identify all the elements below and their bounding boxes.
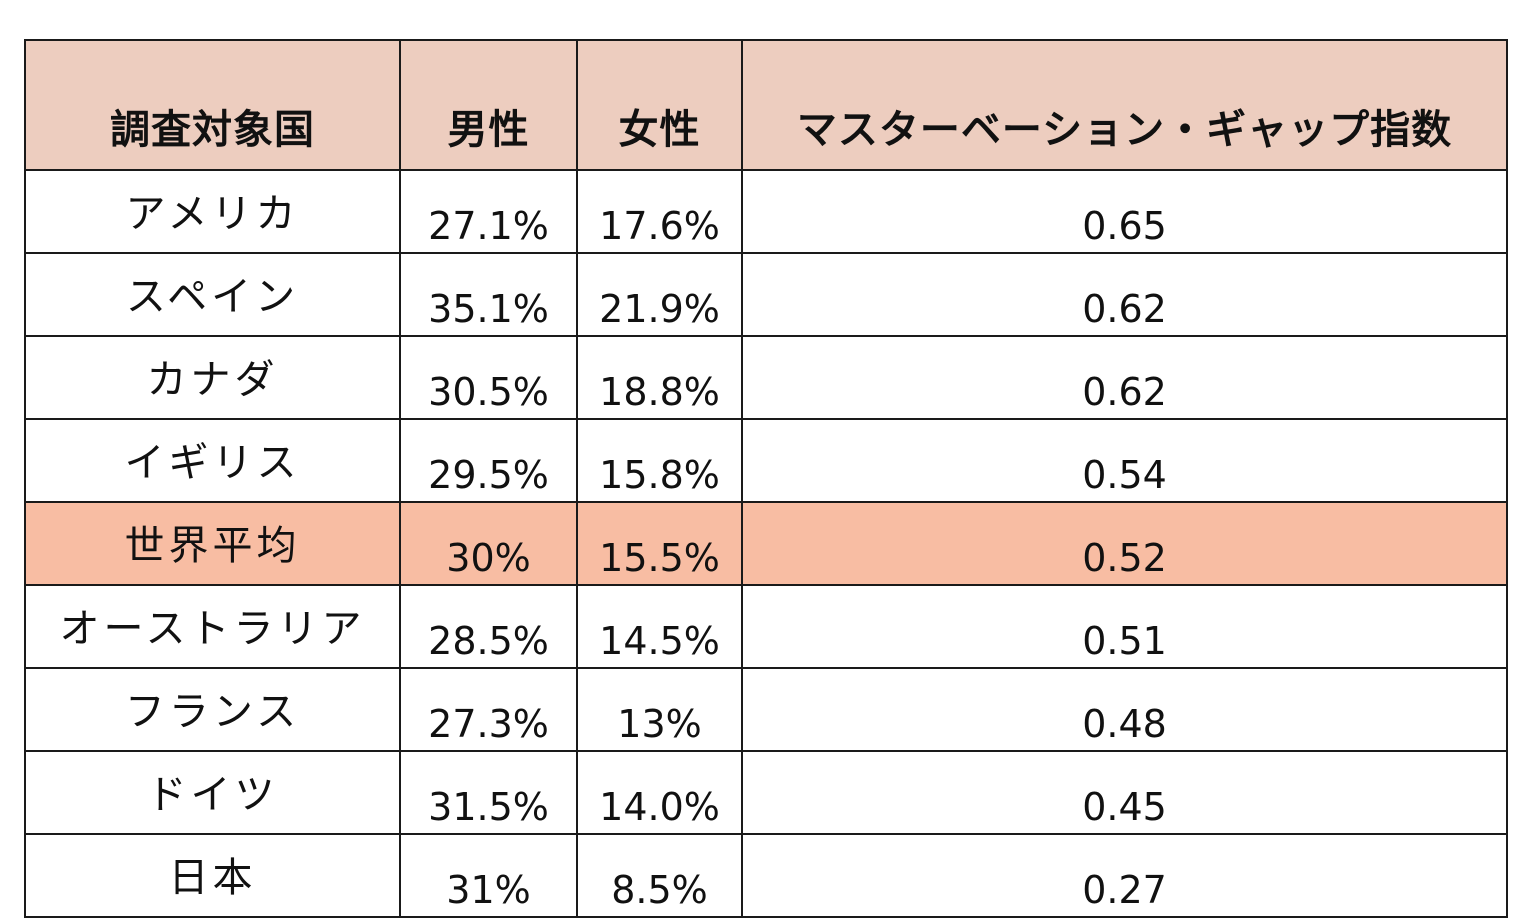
header-female: 女性 bbox=[576, 39, 743, 171]
header-country: 調査対象国 bbox=[24, 39, 401, 171]
cell-male: 35.1% bbox=[399, 252, 578, 337]
header-gap-index: マスターベーション・ギャップ指数 bbox=[741, 39, 1508, 171]
table-row: フランス 27.3% 13% 0.48 bbox=[24, 667, 1508, 752]
table-row: カナダ 30.5% 18.8% 0.62 bbox=[24, 335, 1508, 420]
cell-male: 29.5% bbox=[399, 418, 578, 503]
table-row: イギリス 29.5% 15.8% 0.54 bbox=[24, 418, 1508, 503]
cell-female: 13% bbox=[576, 667, 743, 752]
cell-female: 15.8% bbox=[576, 418, 743, 503]
cell-country: スペイン bbox=[24, 252, 401, 337]
data-table-container: 調査対象国 男性 女性 マスターベーション・ギャップ指数 アメリカ 27.1% … bbox=[24, 39, 1508, 918]
table-row: スペイン 35.1% 21.9% 0.62 bbox=[24, 252, 1508, 337]
cell-country: フランス bbox=[24, 667, 401, 752]
cell-index: 0.62 bbox=[741, 335, 1508, 420]
table-header: 調査対象国 男性 女性 マスターベーション・ギャップ指数 bbox=[24, 39, 1508, 171]
cell-country: 日本 bbox=[24, 833, 401, 918]
cell-female: 21.9% bbox=[576, 252, 743, 337]
cell-index: 0.51 bbox=[741, 584, 1508, 669]
cell-index: 0.62 bbox=[741, 252, 1508, 337]
cell-female: 14.0% bbox=[576, 750, 743, 835]
cell-male: 31% bbox=[399, 833, 578, 918]
cell-country: カナダ bbox=[24, 335, 401, 420]
cell-female: 14.5% bbox=[576, 584, 743, 669]
table-row-highlight: 世界平均 30% 15.5% 0.52 bbox=[24, 501, 1508, 586]
header-row: 調査対象国 男性 女性 マスターベーション・ギャップ指数 bbox=[24, 39, 1508, 171]
cell-male: 30.5% bbox=[399, 335, 578, 420]
cell-female: 17.6% bbox=[576, 169, 743, 254]
cell-male: 27.1% bbox=[399, 169, 578, 254]
cell-male: 31.5% bbox=[399, 750, 578, 835]
cell-male: 28.5% bbox=[399, 584, 578, 669]
table-body: アメリカ 27.1% 17.6% 0.65 スペイン 35.1% 21.9% 0… bbox=[24, 169, 1508, 918]
cell-country: オーストラリア bbox=[24, 584, 401, 669]
table-row: オーストラリア 28.5% 14.5% 0.51 bbox=[24, 584, 1508, 669]
cell-index: 0.54 bbox=[741, 418, 1508, 503]
cell-male: 27.3% bbox=[399, 667, 578, 752]
cell-index: 0.52 bbox=[741, 501, 1508, 586]
cell-index: 0.27 bbox=[741, 833, 1508, 918]
data-table: 調査対象国 男性 女性 マスターベーション・ギャップ指数 アメリカ 27.1% … bbox=[24, 39, 1508, 918]
table-row: ドイツ 31.5% 14.0% 0.45 bbox=[24, 750, 1508, 835]
cell-country: アメリカ bbox=[24, 169, 401, 254]
cell-female: 18.8% bbox=[576, 335, 743, 420]
cell-female: 15.5% bbox=[576, 501, 743, 586]
cell-index: 0.65 bbox=[741, 169, 1508, 254]
cell-female: 8.5% bbox=[576, 833, 743, 918]
cell-country: ドイツ bbox=[24, 750, 401, 835]
header-male: 男性 bbox=[399, 39, 578, 171]
cell-index: 0.48 bbox=[741, 667, 1508, 752]
table-row: アメリカ 27.1% 17.6% 0.65 bbox=[24, 169, 1508, 254]
cell-country: 世界平均 bbox=[24, 501, 401, 586]
cell-country: イギリス bbox=[24, 418, 401, 503]
table-row: 日本 31% 8.5% 0.27 bbox=[24, 833, 1508, 918]
cell-male: 30% bbox=[399, 501, 578, 586]
cell-index: 0.45 bbox=[741, 750, 1508, 835]
